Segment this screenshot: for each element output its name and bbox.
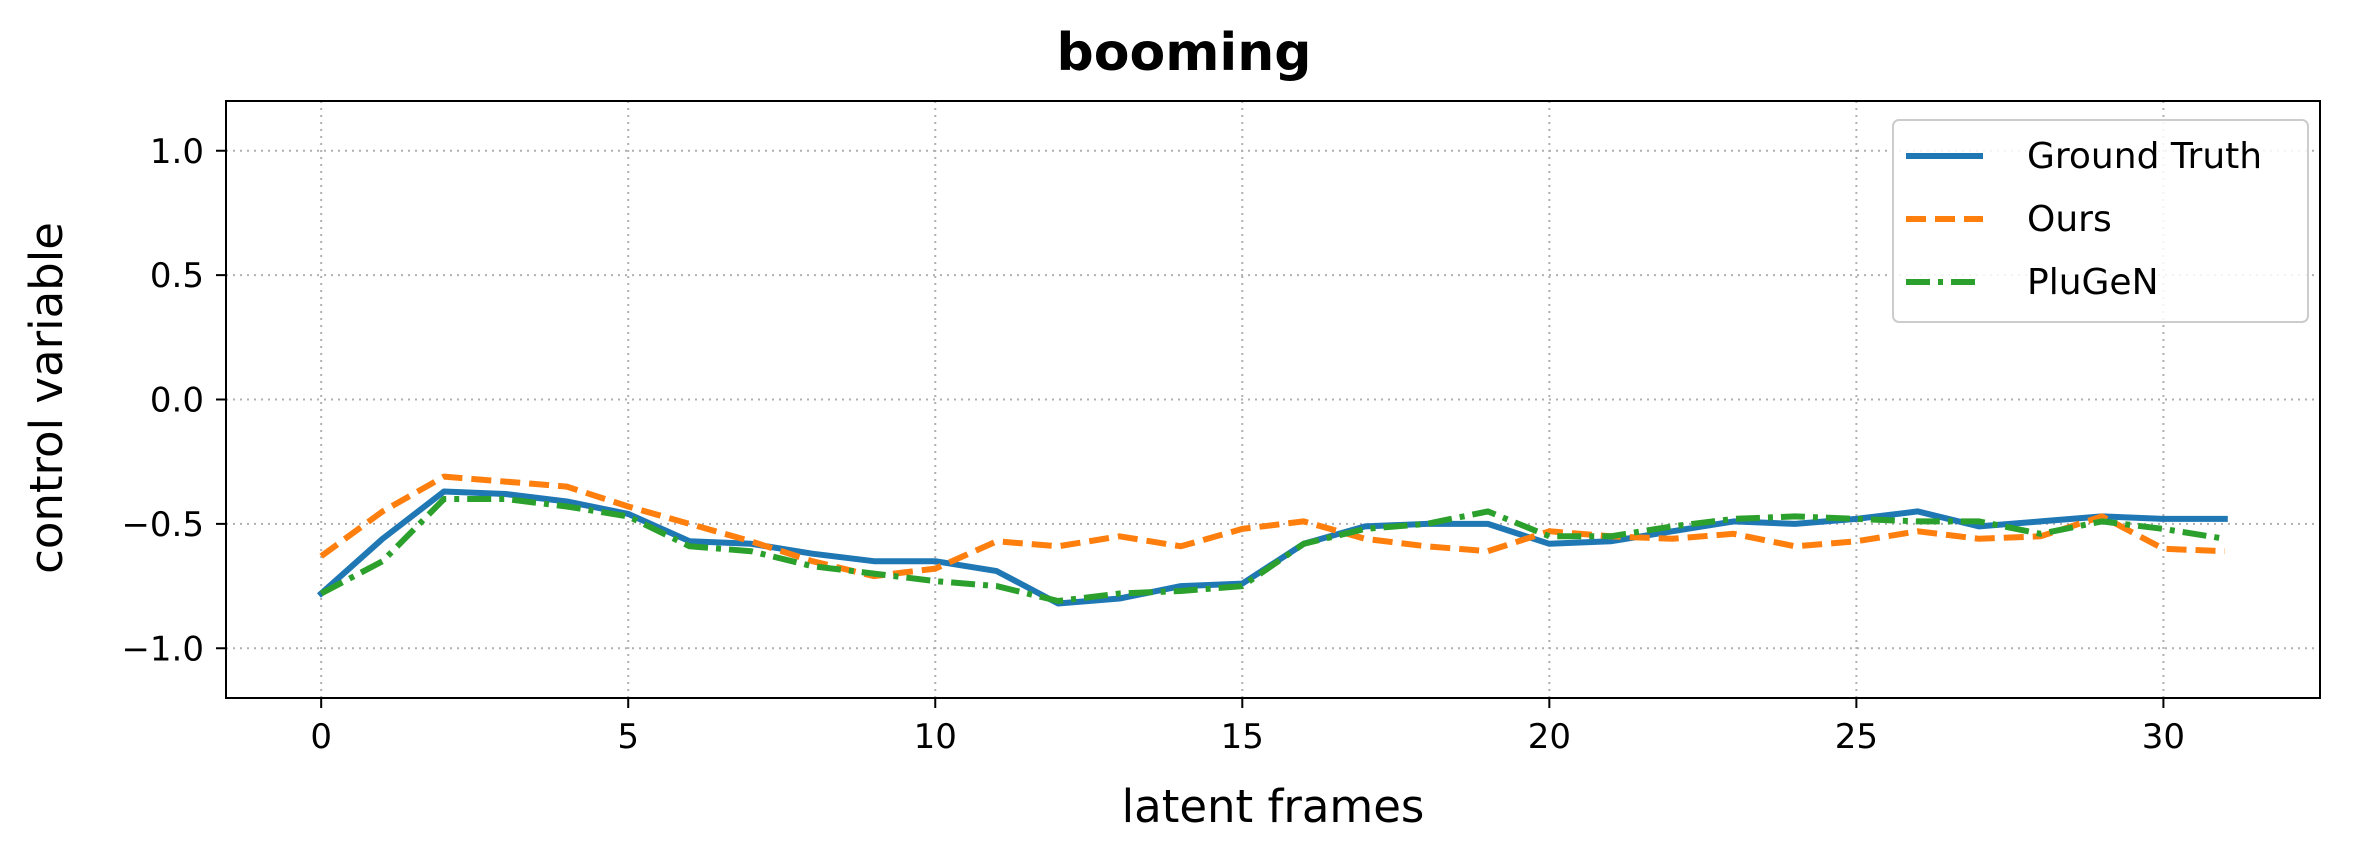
y-axis-title: control variable bbox=[20, 222, 73, 574]
y-tick-label: 1.0 bbox=[150, 132, 204, 172]
y-tick-label: 0.0 bbox=[150, 381, 204, 421]
chart-title: booming bbox=[1057, 23, 1312, 83]
y-tick-label: −1.0 bbox=[121, 629, 204, 669]
x-tick-label: 10 bbox=[914, 717, 957, 757]
axis-ticks: 0 5 10 15 20 25 30 1.0 0.5 0.0 −0.5 −1.0 bbox=[121, 132, 2185, 757]
x-tick-label: 0 bbox=[310, 717, 332, 757]
legend-label: Ours bbox=[2027, 199, 2112, 240]
legend-box bbox=[1892, 119, 2309, 323]
x-tick-label: 30 bbox=[2142, 717, 2185, 757]
legend-label: Ground Truth bbox=[2027, 136, 2262, 177]
series-line-2 bbox=[319, 496, 2226, 604]
x-tick-label: 15 bbox=[1221, 717, 1264, 757]
series-line-0 bbox=[316, 488, 2228, 607]
legend: Ground Truth Ours PluGeN bbox=[1892, 119, 2309, 323]
legend-label: PluGeN bbox=[2027, 262, 2159, 303]
x-tick-label: 5 bbox=[617, 717, 639, 757]
y-tick-label: 0.5 bbox=[150, 256, 204, 296]
y-tick-label: −0.5 bbox=[121, 505, 204, 545]
x-tick-label: 25 bbox=[1835, 717, 1878, 757]
x-tick-label: 20 bbox=[1528, 717, 1571, 757]
x-axis-title: latent frames bbox=[1122, 780, 1425, 833]
series-line-1 bbox=[319, 473, 2225, 580]
series-lines bbox=[316, 473, 2228, 607]
